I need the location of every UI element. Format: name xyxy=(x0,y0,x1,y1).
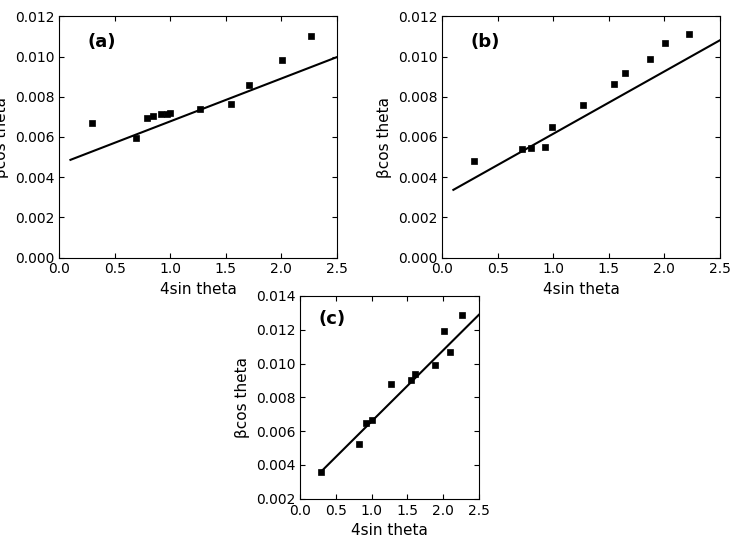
X-axis label: 4sin theta: 4sin theta xyxy=(351,523,428,538)
X-axis label: 4sin theta: 4sin theta xyxy=(160,282,237,297)
X-axis label: 4sin theta: 4sin theta xyxy=(542,282,620,297)
Y-axis label: βcos theta: βcos theta xyxy=(235,357,250,438)
Text: (b): (b) xyxy=(470,33,499,52)
Text: (a): (a) xyxy=(87,33,116,52)
Text: (c): (c) xyxy=(318,310,345,328)
Y-axis label: βcos theta: βcos theta xyxy=(0,96,10,178)
Y-axis label: βcos theta: βcos theta xyxy=(378,96,393,178)
